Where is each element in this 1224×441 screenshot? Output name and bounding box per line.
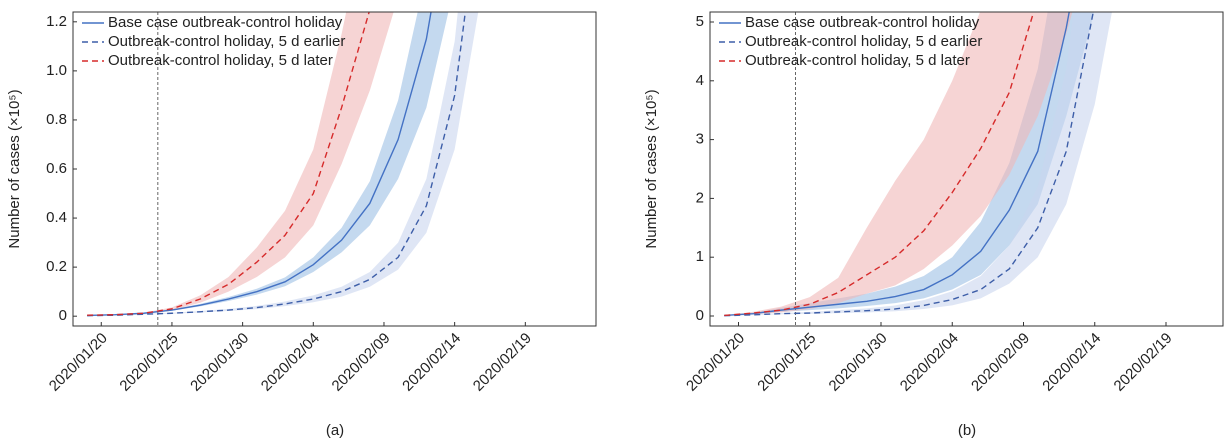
- legend-label: Outbreak-control holiday, 5 d later: [745, 52, 970, 69]
- y-tick-label: 0.4: [46, 209, 67, 226]
- y-tick-label: 3: [696, 131, 704, 148]
- x-tick-label: 2020/02/04: [258, 330, 323, 395]
- x-tick-label: 2020/02/19: [470, 330, 535, 395]
- series-line: [724, 12, 1070, 317]
- y-tick-label: 2: [696, 189, 704, 206]
- y-axis-label: Number of cases (×10⁵): [643, 89, 660, 248]
- series-line: [87, 12, 432, 317]
- plot-area: [724, 12, 1112, 326]
- confidence-band: [87, 12, 394, 316]
- series-line: [724, 12, 1035, 317]
- confidence-band: [724, 12, 1073, 316]
- x-tick-label: 2020/01/25: [754, 330, 819, 395]
- legend-label: Outbreak-control holiday, 5 d earlier: [108, 33, 345, 50]
- confidence-band: [87, 12, 449, 316]
- x-tick-label: 2020/01/30: [187, 330, 252, 395]
- y-tick-label: 0.2: [46, 258, 67, 275]
- y-tick-label: 0.6: [46, 160, 67, 177]
- legend-label: Outbreak-control holiday, 5 d later: [108, 52, 333, 69]
- y-tick-label: 1.0: [46, 62, 67, 79]
- x-tick-label: 2020/02/04: [897, 330, 962, 395]
- x-tick-label: 2020/01/25: [116, 330, 181, 395]
- y-tick-label: 5: [696, 13, 704, 30]
- x-tick-label: 2020/02/19: [1111, 330, 1176, 395]
- legend-label: Base case outbreak-control holiday: [745, 14, 980, 31]
- x-tick-label: 2020/01/30: [826, 330, 891, 395]
- caption: (a): [326, 422, 344, 439]
- y-tick-label: 1.2: [46, 13, 67, 30]
- legend-label: Base case outbreak-control holiday: [108, 14, 343, 31]
- plot-area: [87, 12, 479, 326]
- legend-label: Outbreak-control holiday, 5 d earlier: [745, 33, 982, 50]
- y-tick-label: 0: [59, 307, 67, 324]
- plot-frame: [709, 11, 1224, 327]
- y-tick-label: 0.8: [46, 111, 67, 128]
- x-tick-label: 2020/01/20: [683, 330, 748, 395]
- confidence-band: [724, 12, 1095, 316]
- y-tick-label: 0: [696, 307, 704, 324]
- x-tick-label: 2020/02/14: [399, 330, 464, 395]
- y-tick-label: 4: [696, 72, 704, 89]
- caption: (b): [958, 422, 976, 439]
- y-tick-label: 1: [696, 248, 704, 265]
- x-tick-label: 2020/02/14: [1039, 330, 1104, 395]
- series-line: [87, 12, 370, 316]
- confidence-band: [724, 12, 1112, 316]
- y-axis-label: Number of cases (×10⁵): [6, 89, 23, 248]
- x-tick-label: 2020/02/09: [328, 330, 393, 395]
- x-tick-label: 2020/01/20: [46, 330, 111, 395]
- series-line: [87, 12, 467, 317]
- x-tick-label: 2020/02/09: [968, 330, 1033, 395]
